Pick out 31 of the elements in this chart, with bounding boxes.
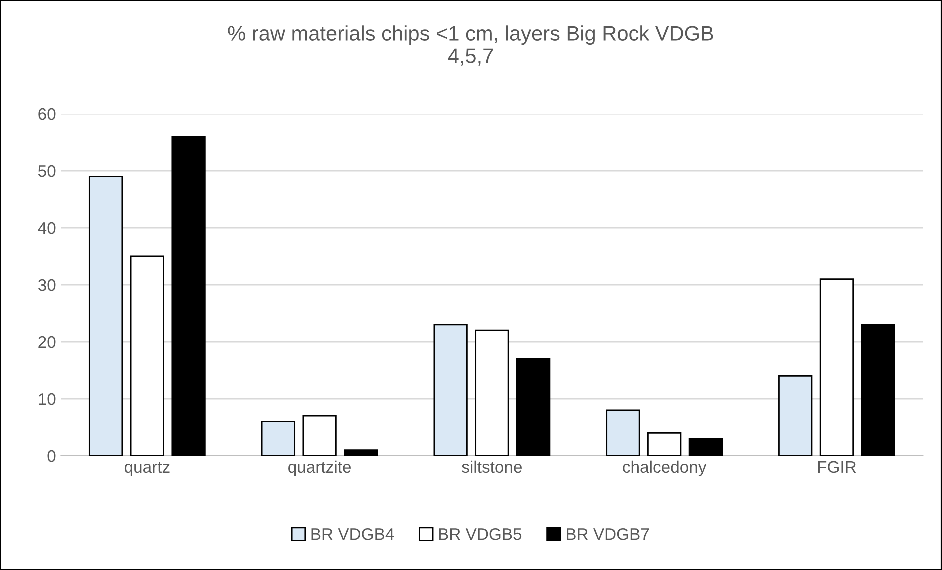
bar xyxy=(688,438,724,456)
x-tick-label: quartz xyxy=(124,462,170,476)
legend-label: BR VDGB4 xyxy=(312,528,394,540)
y-tick-label: 60 xyxy=(38,108,56,120)
bar xyxy=(516,358,551,456)
bar xyxy=(88,176,124,456)
bar xyxy=(820,278,854,456)
x-tick-label: chalcedony xyxy=(623,460,707,476)
x-tick-label: siltstone xyxy=(462,460,522,474)
x-tick-label: quartzite xyxy=(288,460,352,476)
bar xyxy=(861,324,896,456)
bar xyxy=(475,330,510,456)
y-tick-label: 10 xyxy=(39,393,56,406)
bar xyxy=(606,410,640,456)
bar xyxy=(130,256,164,456)
x-tick-label: FGIR xyxy=(818,461,856,474)
bar xyxy=(778,376,813,456)
chart-title: % raw materials chips <1 cm, layers Big Rock VDGB 4,5,7 xyxy=(228,26,714,66)
y-tick-label: 50 xyxy=(38,165,56,178)
y-tick-label: 30 xyxy=(38,279,56,292)
bar xyxy=(302,415,337,456)
legend-label: BR VDGB5 xyxy=(439,528,522,540)
y-tick-label: 0 xyxy=(48,450,56,462)
bar xyxy=(648,432,682,456)
legend-label: BR VDGB7 xyxy=(567,528,650,540)
y-tick-label: 20 xyxy=(38,336,56,348)
bar xyxy=(344,450,378,456)
y-tick-label: 40 xyxy=(38,222,56,234)
bar xyxy=(172,136,206,456)
bar xyxy=(434,324,468,456)
bar xyxy=(261,421,296,456)
